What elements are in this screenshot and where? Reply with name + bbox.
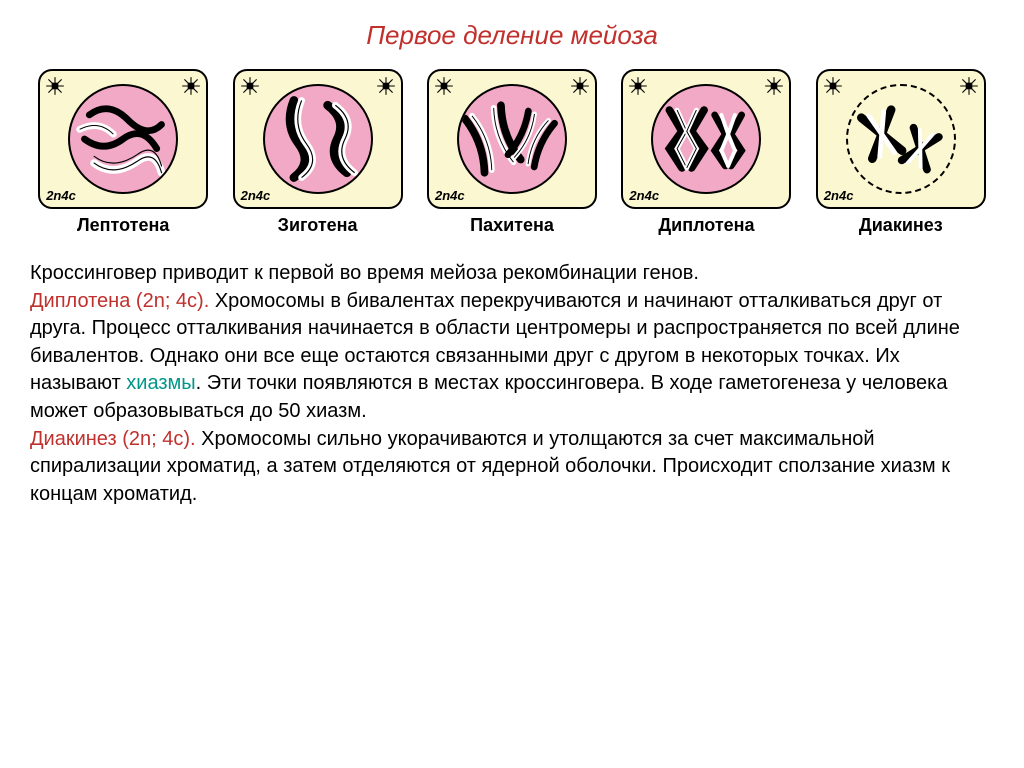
stage-label: Диплотена — [658, 215, 754, 236]
centriole-icon — [433, 75, 455, 97]
body-text: Кроссинговер приводит к первой во время … — [30, 260, 994, 508]
cell-frame: 2n4c — [816, 69, 986, 209]
stage-leptotena: 2n4c Лептотена — [30, 69, 216, 236]
stage-pachytena: 2n4c Пахитена — [419, 69, 605, 236]
chromosomes-icon — [848, 86, 954, 192]
stage-diplotena: 2n4c Диплотена — [613, 69, 799, 236]
centriole-icon — [958, 75, 980, 97]
centriole-icon — [569, 75, 591, 97]
nuclear-membrane — [68, 84, 178, 194]
chromosomes-icon — [70, 86, 176, 192]
chromosomes-icon — [653, 86, 759, 192]
ploidy-label: 2n4c — [46, 188, 76, 203]
nuclear-membrane-dissolving — [846, 84, 956, 194]
centriole-icon — [375, 75, 397, 97]
stage-label: Пахитена — [470, 215, 554, 236]
stage-label: Зиготена — [278, 215, 358, 236]
text-run: Кроссинговер приводит к первой во время … — [30, 262, 699, 284]
cell-frame: 2n4c — [38, 69, 208, 209]
stage-label: Лептотена — [77, 215, 169, 236]
ploidy-label: 2n4c — [435, 188, 465, 203]
centriole-icon — [180, 75, 202, 97]
stage-zygotena: 2n4c Зиготена — [224, 69, 410, 236]
centriole-icon — [44, 75, 66, 97]
chromosomes-icon — [459, 86, 565, 192]
nuclear-membrane — [457, 84, 567, 194]
cell-frame: 2n4c — [621, 69, 791, 209]
stages-row: 2n4c Лептотена 2n4c — [30, 69, 994, 236]
ploidy-label: 2n4c — [824, 188, 854, 203]
stage-diakinez: 2n4c Диакинез — [808, 69, 994, 236]
cell-frame: 2n4c — [427, 69, 597, 209]
text-run: Диакинез (2n; 4c). — [30, 428, 201, 450]
nuclear-membrane — [263, 84, 373, 194]
ploidy-label: 2n4c — [241, 188, 271, 203]
nuclear-membrane — [651, 84, 761, 194]
centriole-icon — [763, 75, 785, 97]
centriole-icon — [627, 75, 649, 97]
page-title: Первое деление мейоза — [30, 20, 994, 51]
stage-label: Диакинез — [859, 215, 943, 236]
text-run: Диплотена (2n; 4c). — [30, 290, 215, 312]
cell-frame: 2n4c — [233, 69, 403, 209]
text-run: хиазмы — [126, 372, 195, 394]
centriole-icon — [822, 75, 844, 97]
centriole-icon — [239, 75, 261, 97]
ploidy-label: 2n4c — [629, 188, 659, 203]
chromosomes-icon — [265, 86, 371, 192]
